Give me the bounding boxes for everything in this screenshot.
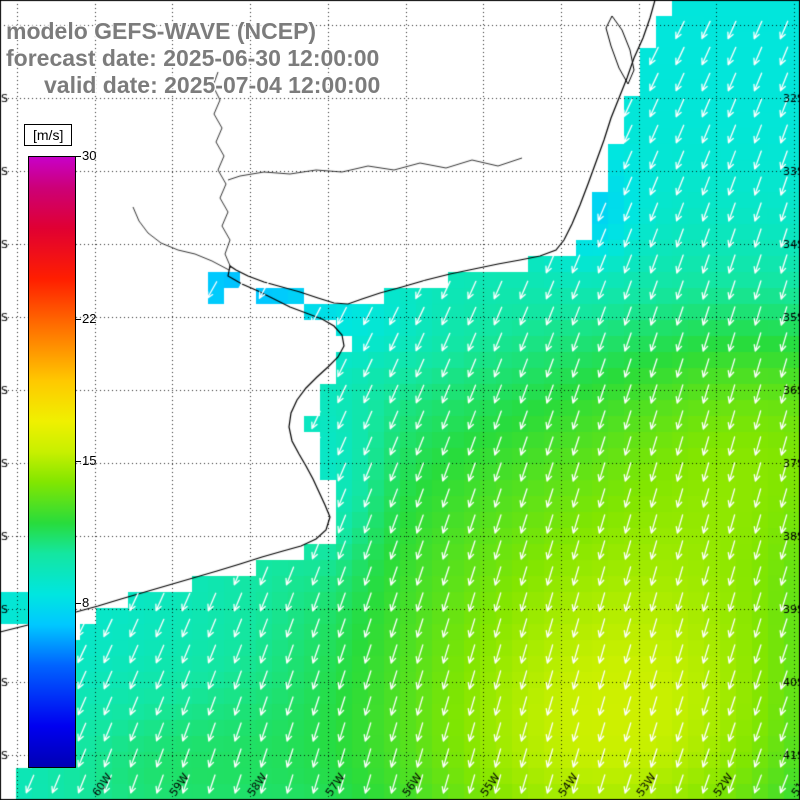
title-block: modelo GEFS-WAVE (NCEP) forecast date: 2… [6, 18, 380, 99]
valid-date: valid date: 2025-07-04 12:00:00 [44, 72, 381, 98]
model-title: modelo GEFS-WAVE (NCEP) [6, 18, 317, 44]
colorbar-unit-label: [m/s] [24, 124, 73, 146]
colorbar [28, 156, 76, 768]
forecast-date: forecast date: 2025-06-30 12:00:00 [6, 45, 380, 71]
